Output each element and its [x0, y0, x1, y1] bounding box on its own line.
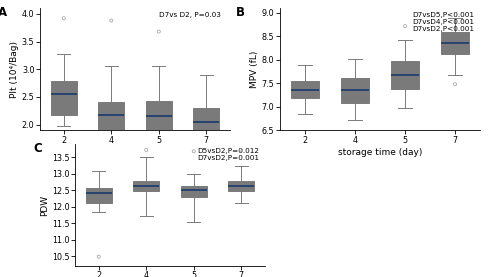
PathPatch shape	[146, 101, 172, 135]
Point	[142, 148, 150, 152]
PathPatch shape	[180, 186, 207, 198]
PathPatch shape	[193, 108, 220, 138]
PathPatch shape	[341, 78, 369, 103]
PathPatch shape	[228, 181, 254, 191]
Text: A: A	[0, 6, 8, 19]
Text: B: B	[236, 6, 245, 19]
Point	[107, 18, 115, 23]
Text: D5vsD2,P=0.012
D7vsD2,P=0.001: D5vsD2,P=0.012 D7vsD2,P=0.001	[198, 148, 260, 161]
PathPatch shape	[133, 181, 160, 191]
X-axis label: storage time (day): storage time (day)	[338, 148, 422, 157]
Point	[190, 149, 198, 153]
Point	[155, 29, 163, 34]
Y-axis label: PDW: PDW	[40, 194, 49, 216]
Point	[95, 255, 103, 259]
Point	[401, 24, 409, 28]
PathPatch shape	[391, 61, 419, 89]
X-axis label: storage time(day): storage time(day)	[94, 148, 176, 157]
Point	[60, 16, 68, 20]
Y-axis label: Plt (10⁴/Bag): Plt (10⁴/Bag)	[10, 41, 19, 98]
Text: D7vsD5,P<0.001
D7vsD4,P<0.001
D7vsD2,P<0.001: D7vsD5,P<0.001 D7vsD4,P<0.001 D7vsD2,P<0…	[412, 12, 474, 32]
Text: C: C	[33, 142, 42, 155]
Point	[237, 148, 245, 152]
PathPatch shape	[442, 32, 469, 54]
Point	[451, 82, 459, 86]
Text: D7vs D2, P=0.03: D7vs D2, P=0.03	[158, 12, 220, 18]
PathPatch shape	[291, 81, 319, 98]
Y-axis label: MPV (fL): MPV (fL)	[250, 51, 259, 88]
PathPatch shape	[98, 102, 124, 131]
PathPatch shape	[86, 188, 112, 203]
PathPatch shape	[50, 81, 77, 115]
